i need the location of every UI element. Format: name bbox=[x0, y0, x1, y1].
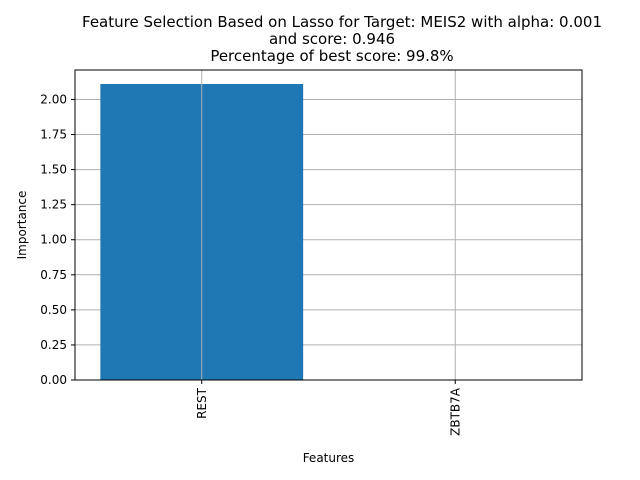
y-axis-ticks: 0.00 0.25 0.50 0.75 1.00 1.25 1.50 1.75 2.00 bbox=[40, 92, 75, 387]
y-tick-label: 2.00 bbox=[40, 92, 67, 106]
y-tick-label: 1.00 bbox=[40, 233, 67, 247]
y-tick-label: 0.50 bbox=[40, 303, 67, 317]
chart-title-line-2: and score: 0.946 bbox=[269, 30, 395, 48]
x-axis-ticks: REST ZBTB7A bbox=[195, 380, 462, 436]
grid-overlay bbox=[201, 70, 456, 380]
y-axis-label: Importance bbox=[15, 191, 29, 260]
y-tick-label: 0.25 bbox=[40, 338, 67, 352]
y-tick-label: 1.75 bbox=[40, 128, 67, 142]
y-tick-label: 1.25 bbox=[40, 198, 67, 212]
y-tick-label: 0.00 bbox=[40, 373, 67, 387]
chart-title-line-1: Feature Selection Based on Lasso for Tar… bbox=[82, 13, 602, 31]
y-tick-label: 1.50 bbox=[40, 163, 67, 177]
chart-title: Feature Selection Based on Lasso for Tar… bbox=[82, 13, 602, 65]
plot-frame bbox=[74, 69, 583, 381]
x-axis-label: Features bbox=[303, 451, 355, 465]
y-tick-label: 0.75 bbox=[40, 268, 67, 282]
x-tick-label: REST bbox=[195, 387, 209, 419]
chart-title-line-3: Percentage of best score: 99.8% bbox=[210, 47, 453, 65]
x-tick-label: ZBTB7A bbox=[448, 387, 462, 436]
